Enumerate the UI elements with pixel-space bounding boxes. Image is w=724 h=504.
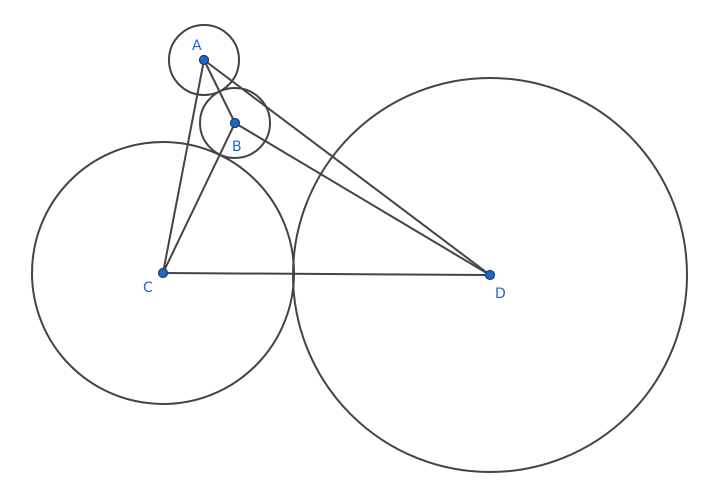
segment-bc [162,122,236,274]
segment-cd [162,272,491,276]
segment-bd [234,122,491,276]
label-b: B [232,139,242,155]
segment-ac [162,59,205,274]
circle-d [292,77,688,473]
circle-b [199,87,271,159]
label-a: A [192,38,202,54]
segment-ab [203,59,236,124]
label-d: D [495,286,506,302]
point-d[interactable] [484,269,496,281]
label-c: C [143,280,153,296]
segment-ad [203,59,491,276]
point-b[interactable] [229,117,241,129]
point-c[interactable] [157,267,169,279]
point-a[interactable] [198,54,210,66]
circle-a [168,24,240,96]
